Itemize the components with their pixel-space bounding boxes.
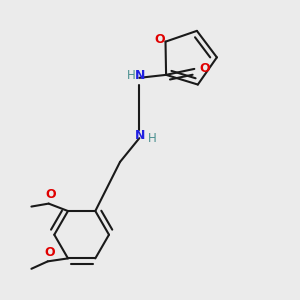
Text: O: O	[199, 62, 210, 75]
Text: O: O	[44, 246, 55, 259]
Text: H: H	[127, 69, 136, 82]
Text: O: O	[155, 33, 166, 46]
Text: H: H	[148, 132, 157, 145]
Text: O: O	[45, 188, 56, 201]
Text: N: N	[135, 69, 146, 82]
Text: N: N	[135, 129, 146, 142]
